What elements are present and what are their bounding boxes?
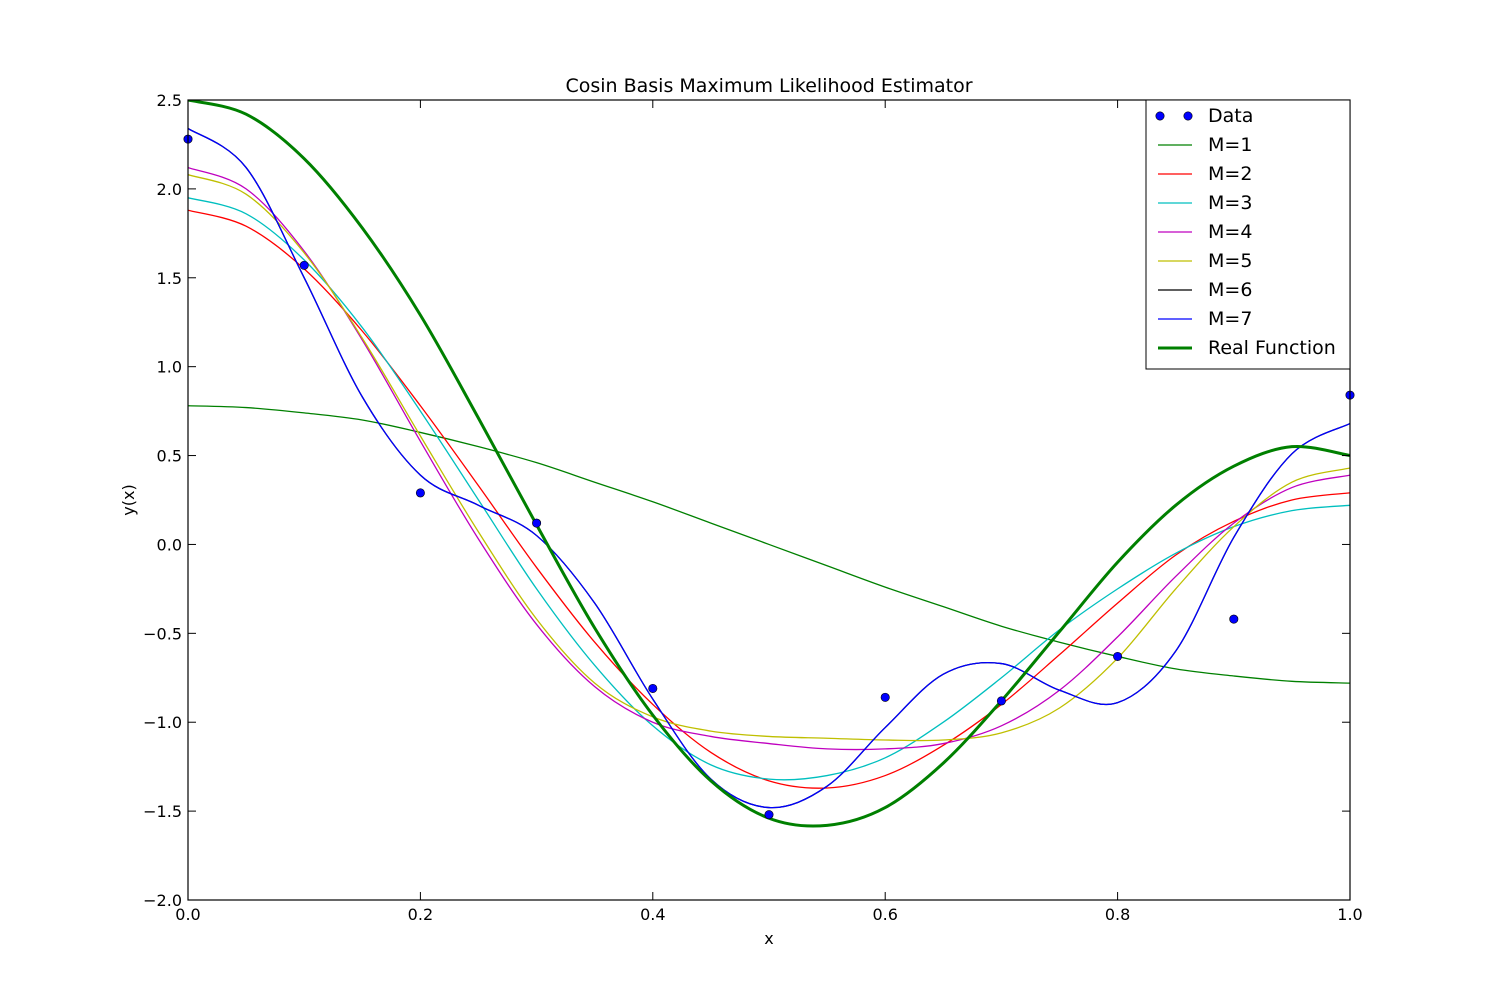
data-point (996, 696, 1006, 706)
x-tick-label: 1.0 (1337, 905, 1362, 924)
y-tick-label: 0.5 (157, 447, 182, 466)
legend-label: M=3 (1208, 192, 1252, 214)
legend-label: Data (1208, 105, 1253, 127)
plot-frame (187, 99, 1351, 901)
data-point (648, 683, 658, 693)
series-line-m-3 (188, 197, 1350, 781)
chart-title: Cosin Basis Maximum Likelihood Estimator (565, 75, 972, 97)
series-line-m-4 (188, 166, 1350, 751)
y-tick-label: −1.5 (143, 802, 182, 821)
y-tick-label: −0.5 (143, 624, 182, 643)
data-point (1229, 614, 1239, 624)
data-point (880, 692, 890, 702)
plot-area: 0.0 0.2 0.4 0.6 0.8 1.0 2.5 2.0 1.5 1.0 0.5 0.0 −0.5… (143, 91, 1363, 924)
legend-label: M=4 (1208, 221, 1252, 243)
y-tick-label: −2.0 (143, 891, 182, 910)
series-line-m-7 (188, 127, 1350, 809)
x-tick-label: 0.2 (408, 905, 433, 924)
legend-label: M=2 (1208, 163, 1252, 185)
legend-marker (1183, 111, 1193, 121)
data-point (532, 518, 542, 528)
legend: Data M=1 M=2 M=3 M=4 M=5 M=6 M=7 Real Function (1145, 99, 1351, 370)
x-tick-label: 0.4 (640, 905, 665, 924)
legend-label: M=5 (1208, 250, 1252, 272)
y-axis-label: y(x) (119, 484, 138, 515)
y-tick-label: 0.0 (157, 535, 182, 554)
y-tick-label: 2.5 (157, 91, 182, 110)
data-point (764, 810, 774, 820)
legend-marker (1155, 111, 1165, 121)
legend-label: M=1 (1208, 134, 1252, 156)
ticks-layer: 0.0 0.2 0.4 0.6 0.8 1.0 2.5 2.0 1.5 1.0 0.5 0.0 −0.5… (143, 91, 1363, 924)
x-tick-label: 0.6 (872, 905, 897, 924)
x-tick-label: 0.8 (1105, 905, 1130, 924)
x-axis-label: x (764, 929, 773, 948)
series-line-m-5 (188, 174, 1350, 742)
y-tick-label: 1.5 (157, 269, 182, 288)
legend-label: Real Function (1208, 337, 1336, 359)
data-point (1113, 651, 1123, 661)
series-layer (188, 100, 1350, 828)
legend-label: M=6 (1208, 279, 1252, 301)
y-tick-label: 1.0 (157, 358, 182, 377)
series-line-real-function (188, 100, 1350, 828)
data-point (415, 488, 425, 498)
y-tick-label: −1.0 (143, 713, 182, 732)
data-point (299, 260, 309, 270)
y-tick-label: 2.0 (157, 180, 182, 199)
legend-label: M=7 (1208, 308, 1252, 330)
x-tick-label: 0.0 (175, 905, 200, 924)
